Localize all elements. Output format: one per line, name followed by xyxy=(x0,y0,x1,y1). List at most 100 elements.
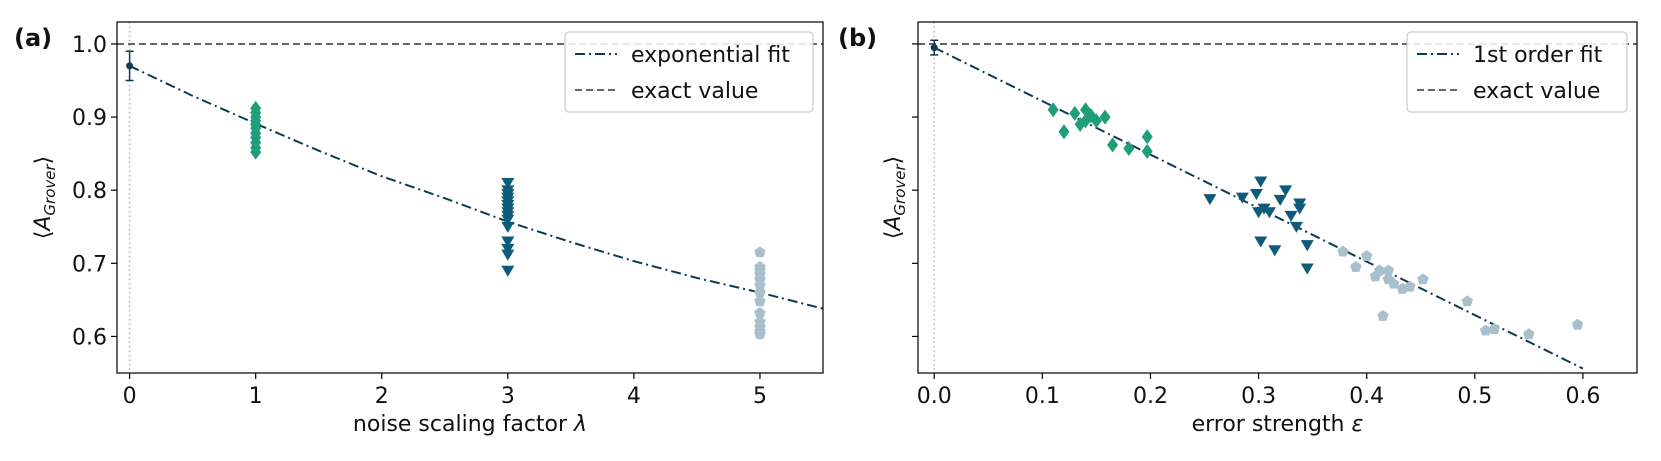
data-point-triangle-down xyxy=(1293,203,1307,215)
data-point-triangle-down xyxy=(1279,185,1293,197)
data-point-pentagon xyxy=(754,279,766,291)
data-point-pentagon xyxy=(1488,323,1500,334)
y-tick-label: 0.6 xyxy=(72,325,107,350)
y-axis-label-a: A xyxy=(881,216,906,233)
y-axis-label: ⟨AGrover⟩ xyxy=(31,156,59,240)
data-point-pentagon xyxy=(1417,273,1429,285)
legend-exact-label: exact value xyxy=(1473,79,1600,104)
data-point-pentagon xyxy=(754,328,766,340)
data-point-triangle-down xyxy=(1273,194,1287,206)
data-point-diamond xyxy=(1141,129,1153,145)
x-tick-label: 0.3 xyxy=(1241,384,1276,409)
data-point-triangle-down xyxy=(1203,194,1217,206)
data-point-diamond xyxy=(1058,124,1070,140)
y-axis-label-open: ⟨ xyxy=(881,231,906,240)
data-point-pentagon xyxy=(1373,264,1386,276)
data-point-triangle-down xyxy=(1257,203,1271,215)
y-tick-label: 0.8 xyxy=(72,179,107,204)
data-point-diamond xyxy=(1107,137,1119,153)
y-axis-label-sub: Grover xyxy=(891,164,909,216)
data-point-diamond xyxy=(250,144,262,160)
x-tick-label: 5 xyxy=(753,384,767,409)
data-point-pentagon xyxy=(1479,324,1492,336)
data-point-triangle-down xyxy=(501,214,515,226)
data-point-triangle-down xyxy=(501,265,515,277)
x-tick-label: 0.6 xyxy=(1565,384,1600,409)
y-axis-label: ⟨AGrover⟩ xyxy=(881,156,909,240)
y-axis-label-sub: Grover xyxy=(41,164,59,216)
data-point-triangle-down xyxy=(1262,207,1276,219)
x-axis-label: noise scaling factor λ xyxy=(353,412,587,437)
data-point-triangle-down xyxy=(1284,210,1298,222)
data-point-pentagon xyxy=(1350,260,1362,272)
x-tick-label: 4 xyxy=(627,384,641,409)
extrapolated-point xyxy=(930,44,938,52)
data-point-triangle-down xyxy=(1249,188,1263,201)
data-point-pentagon xyxy=(1388,277,1400,289)
axes-frame xyxy=(917,21,1638,374)
data-point-triangle-down xyxy=(1254,236,1268,248)
data-point-triangle-down xyxy=(501,243,515,255)
data-point-triangle-down xyxy=(501,249,515,261)
data-point-pentagon xyxy=(754,307,766,318)
y-axis-label-close: ⟩ xyxy=(31,156,56,165)
data-point-triangle-down xyxy=(501,221,515,233)
panel-label: (b) xyxy=(838,24,877,52)
x-axis-label: error strength ε xyxy=(1192,412,1364,437)
x-tick-label: 0.0 xyxy=(917,384,952,409)
data-point-diamond xyxy=(1047,102,1059,118)
data-point-pentagon xyxy=(1360,250,1373,261)
data-point-triangle-down xyxy=(501,236,515,248)
x-tick-label: 0.5 xyxy=(1457,384,1492,409)
data-point-triangle-down xyxy=(1254,176,1268,188)
legend-fit-label: 1st order fit xyxy=(1473,43,1603,68)
axes-frame xyxy=(116,21,824,374)
panel-a: 0 1 2 3 4 5 0.6 0.7 0.8 0.9 1.0 noise scaling facto… xyxy=(14,21,824,437)
y-tick-label: 0.9 xyxy=(72,106,107,131)
y-axis-label-close: ⟩ xyxy=(881,156,906,165)
x-tick-label: 0.2 xyxy=(1133,384,1168,409)
x-tick-label: 0.1 xyxy=(1025,384,1060,409)
x-axis-symbol: λ xyxy=(573,412,587,437)
data-point-triangle-down xyxy=(1268,245,1282,257)
data-point-triangle-down xyxy=(1235,192,1249,204)
panel-b: 0.0 0.1 0.2 0.3 0.4 0.5 0.6 error strength ε ⟨AG… xyxy=(838,21,1638,437)
y-axis-label-a: A xyxy=(31,216,56,233)
data-point-diamond xyxy=(1099,109,1111,125)
extrapolated-point xyxy=(126,62,134,70)
data-point-pentagon xyxy=(754,246,766,258)
legend-box xyxy=(564,31,814,113)
x-axis-symbol: ε xyxy=(1352,412,1364,437)
data-point-pentagon xyxy=(1523,328,1535,340)
x-tick-label: 2 xyxy=(375,384,389,409)
y-tick-label: 0.7 xyxy=(72,252,107,277)
panel-label: (a) xyxy=(14,24,52,52)
data-point-diamond xyxy=(1123,141,1135,157)
legend-box xyxy=(1406,31,1628,113)
data-point-pentagon xyxy=(754,295,766,307)
legend-exact-label: exact value xyxy=(631,79,758,104)
x-axis-label-text: error strength xyxy=(1192,412,1352,437)
data-point-triangle-down xyxy=(501,178,515,190)
x-axis-label-text: noise scaling factor xyxy=(353,412,574,437)
data-point-triangle-down xyxy=(1300,263,1314,275)
data-point-triangle-down xyxy=(1300,240,1314,252)
data-point-pentagon xyxy=(1377,309,1389,321)
data-point-pentagon xyxy=(1571,318,1584,330)
data-point-triangle-down xyxy=(1289,221,1303,233)
y-axis-label-open: ⟨ xyxy=(31,231,56,240)
x-tick-label: 0.4 xyxy=(1349,384,1384,409)
data-point-pentagon xyxy=(1382,264,1395,276)
data-point-pentagon xyxy=(754,286,766,298)
fit-line xyxy=(129,64,823,310)
data-point-pentagon xyxy=(1404,280,1416,292)
x-tick-label: 1 xyxy=(249,384,263,409)
legend-fit-label: exponential fit xyxy=(631,43,790,68)
data-point-pentagon xyxy=(1337,245,1349,257)
data-point-pentagon xyxy=(1461,295,1473,307)
data-point-diamond xyxy=(1141,143,1153,159)
data-point-diamond xyxy=(1090,113,1102,129)
data-point-diamond xyxy=(1069,105,1081,121)
y-tick-label: 1.0 xyxy=(72,33,107,58)
